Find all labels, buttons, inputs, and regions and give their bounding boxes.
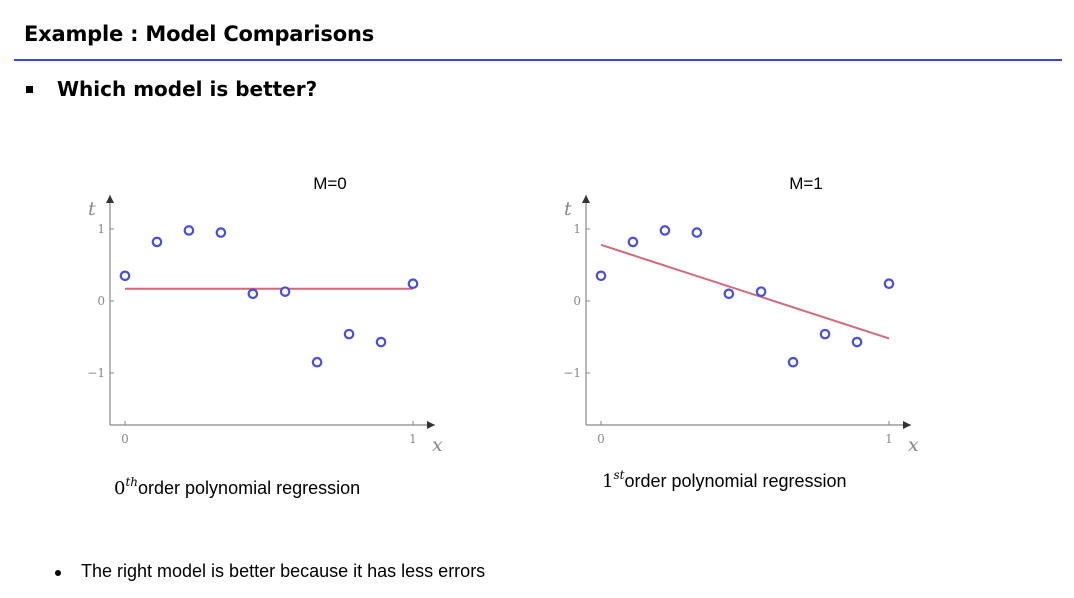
y-axis-arrow-icon [106,195,114,203]
chart-title: M=0 [313,174,347,193]
question-heading: Which model is better? [57,77,318,101]
data-point [595,270,607,282]
x-tick-label: 0 [597,432,605,446]
data-point [279,286,291,297]
x-tick-label: 0 [121,432,129,446]
caption-order-suffix: th [125,475,139,489]
data-point [819,328,831,340]
data-point [151,236,163,248]
chart-m0-plot: M=0 t x −1 0 1 0 1 [87,174,443,456]
y-axis-arrow-icon [582,195,590,203]
data-point [119,270,131,282]
chart-m0-caption: 0thorder polynomial regression [114,475,360,499]
data-point [883,278,895,290]
caption-order-number: 1 [602,471,614,492]
title-divider [14,59,1062,61]
data-point [375,336,387,348]
chart-m0: M=0 t x −1 0 1 0 1 [80,165,443,465]
x-axis-arrow-icon [427,421,435,429]
data-point [627,236,639,248]
caption-text: order polynomial regression [138,478,361,498]
chart-title: M=1 [789,174,823,193]
data-point [407,278,419,290]
data-point [659,225,671,236]
x-axis-label: x [908,434,919,456]
y-axis-label: t [88,198,96,220]
y-tick-label: 1 [97,222,105,236]
data-point [787,356,799,368]
fit-line [600,243,890,340]
x-axis-arrow-icon [903,421,911,429]
square-bullet-icon [26,86,33,93]
chart-m1: M=1 t x −1 0 1 0 1 [556,165,919,465]
y-axis-label: t [564,198,572,220]
x-axis-label: x [432,434,443,456]
chart-m1-caption: 1storder polynomial regression [602,468,847,492]
data-point [247,288,259,300]
data-point [691,227,703,238]
data-point [183,225,195,236]
conclusion-note: The right model is better because it has… [81,561,486,581]
data-point [215,227,227,238]
caption-text: order polynomial regression [624,471,847,491]
chart-m1-plot: M=1 t x −1 0 1 0 1 [563,174,919,456]
data-point [311,356,323,368]
round-bullet-icon [55,570,61,576]
y-tick-label: −1 [563,366,581,380]
caption-order-suffix: st [613,468,625,482]
page-title: Example : Model Comparisons [24,22,375,46]
data-point [343,328,355,340]
x-tick-label: 1 [409,432,417,446]
data-point [755,286,767,297]
caption-order-number: 0 [114,478,126,499]
y-tick-label: −1 [87,366,105,380]
data-point [851,336,863,348]
x-tick-label: 1 [885,432,893,446]
y-tick-label: 0 [573,294,581,308]
y-tick-label: 1 [573,222,581,236]
data-point [723,288,735,300]
y-tick-label: 0 [97,294,105,308]
